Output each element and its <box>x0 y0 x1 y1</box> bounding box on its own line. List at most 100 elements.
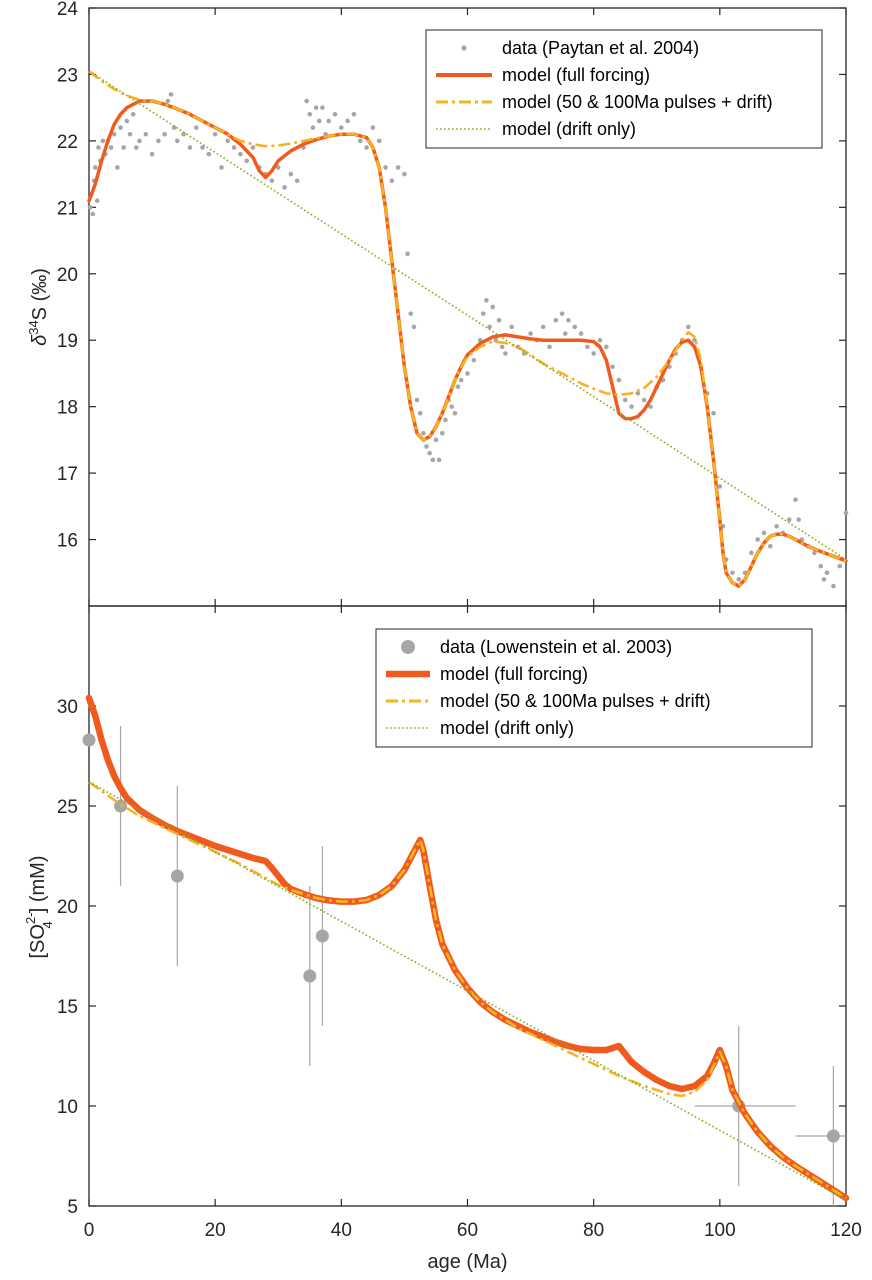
data-point <box>427 450 432 456</box>
y-tick-label: 21 <box>57 198 78 219</box>
data-point <box>585 344 590 350</box>
data-point <box>87 205 93 210</box>
y-axis-label-sub: 4 <box>40 921 55 928</box>
data-point <box>100 138 106 144</box>
data-point <box>130 112 136 117</box>
data-point <box>717 484 723 489</box>
data-point <box>411 324 417 330</box>
data-point <box>193 125 199 130</box>
legend-label: data (Paytan et al. 2004) <box>502 38 699 58</box>
data-point <box>90 211 96 217</box>
data-point <box>395 165 401 170</box>
data-point <box>376 138 382 144</box>
data-point <box>303 969 317 983</box>
data-point <box>364 145 369 150</box>
data-point <box>610 364 615 370</box>
data-point <box>124 118 130 124</box>
x-axis-label: age (Ma) <box>427 1251 507 1273</box>
y-tick-label: 22 <box>57 132 78 153</box>
data-point <box>439 430 445 436</box>
data-point <box>499 344 505 350</box>
data-point <box>82 733 96 747</box>
data-point <box>622 397 628 403</box>
data-point <box>310 125 316 130</box>
y-tick-label: 20 <box>57 265 78 286</box>
data-point <box>96 145 101 150</box>
data-point <box>408 311 414 316</box>
legend-label: model (50 & 100Ma pulses + drift) <box>502 92 773 112</box>
legend-label: model (50 & 100Ma pulses + drift) <box>440 691 711 711</box>
data-point <box>93 165 98 170</box>
x-tick-label: 0 <box>84 1220 95 1241</box>
y-tick-label: 20 <box>57 897 78 918</box>
legend-label: model (full forcing) <box>502 65 650 85</box>
data-point <box>648 404 653 409</box>
data-point <box>480 311 486 316</box>
data-point <box>165 98 171 104</box>
data-point <box>749 550 754 556</box>
y-tick-label: 18 <box>57 398 78 419</box>
data-point <box>616 377 622 383</box>
data-point <box>692 337 697 343</box>
data-point <box>572 324 578 330</box>
data-point <box>430 457 436 463</box>
data-point <box>250 145 256 150</box>
data-point <box>761 530 767 536</box>
bottom-panel-sulfate: 5 10 15 20 25 30 0 20 40 60 80 100 120 data (Lowenste… <box>23 605 862 1273</box>
series-line-pulses-drift <box>88 780 847 1200</box>
data-point <box>143 131 149 137</box>
data-point <box>357 138 363 144</box>
data-point <box>455 384 461 390</box>
data-point <box>471 357 477 363</box>
data-point <box>597 337 603 343</box>
data-point <box>162 131 167 137</box>
data-point <box>458 377 464 383</box>
data-point <box>685 324 691 330</box>
data-point <box>269 178 275 184</box>
data-point <box>231 145 237 150</box>
data-point <box>786 517 792 522</box>
data-point <box>755 537 760 542</box>
data-point <box>288 171 294 177</box>
x-tick-label: 80 <box>583 1220 604 1241</box>
data-point <box>540 324 546 330</box>
data-point <box>111 131 117 137</box>
data-point <box>837 563 842 569</box>
y-axis-label: δ34S (‰) <box>26 268 51 346</box>
data-point <box>818 563 824 569</box>
data-point <box>417 411 423 416</box>
data-point <box>635 391 641 396</box>
data-point <box>118 125 123 130</box>
y-tick-label: 23 <box>57 65 78 86</box>
data-point <box>496 317 502 323</box>
data-point <box>402 171 407 177</box>
data-point <box>509 324 514 330</box>
data-point <box>559 311 565 316</box>
data-point <box>171 125 177 130</box>
data-point <box>326 118 332 124</box>
data-point <box>181 131 186 137</box>
data-point <box>824 570 830 576</box>
y-axis-label-open: [SO <box>27 924 49 958</box>
data-point <box>843 510 849 516</box>
data-point <box>94 198 100 203</box>
data-point <box>528 331 533 336</box>
data-point <box>137 138 142 144</box>
x-tick-label: 120 <box>830 1220 862 1241</box>
data-point <box>149 151 155 157</box>
data-point <box>436 457 442 463</box>
legend-marker-data <box>461 45 467 51</box>
data-point <box>465 371 470 376</box>
data-point <box>168 92 174 97</box>
y-axis-label-sup: 2- <box>23 912 38 924</box>
data-point <box>275 165 281 170</box>
data-point <box>711 411 716 416</box>
y-axis-label-delta: δ <box>29 334 51 346</box>
data-point <box>490 304 496 310</box>
data-point <box>121 145 126 150</box>
x-tick-label: 20 <box>205 1220 226 1241</box>
data-point <box>424 444 429 449</box>
data-point <box>487 324 492 330</box>
data-point <box>313 105 319 110</box>
